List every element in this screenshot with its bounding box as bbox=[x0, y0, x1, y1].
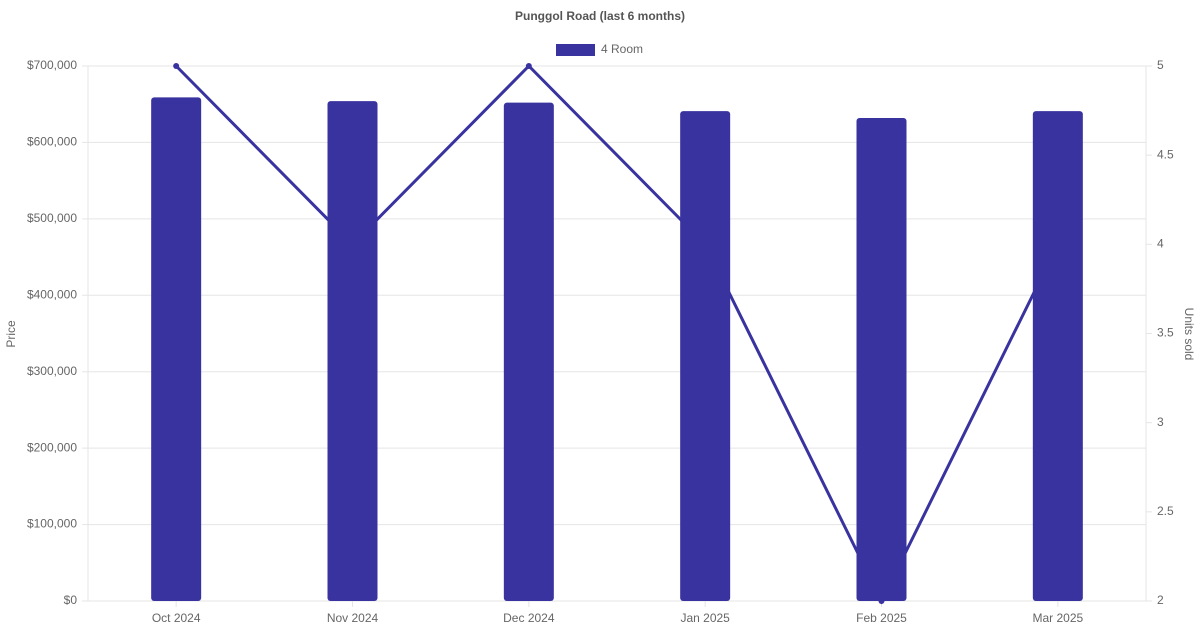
line-point bbox=[525, 63, 532, 69]
y-axis-label: Price bbox=[4, 320, 18, 348]
line-series bbox=[175, 63, 1060, 605]
line-point bbox=[173, 63, 180, 69]
y-tick-label: $400,000 bbox=[27, 287, 77, 301]
y2-tick-label: 4.5 bbox=[1157, 147, 1174, 161]
y-tick-label: $500,000 bbox=[27, 211, 77, 225]
x-tick-label: Oct 2024 bbox=[152, 611, 201, 625]
bar bbox=[503, 102, 554, 601]
y2-tick-label: 4 bbox=[1157, 237, 1164, 251]
bar bbox=[327, 101, 378, 602]
y2-tick-label: 3 bbox=[1157, 415, 1164, 429]
y2-tick-label: 2 bbox=[1157, 593, 1164, 607]
y2-axis-label: Units sold bbox=[1182, 308, 1196, 361]
x-tick-label: Dec 2024 bbox=[503, 611, 555, 625]
y-tick-label: $600,000 bbox=[27, 135, 77, 149]
y-tick-label: $300,000 bbox=[27, 364, 77, 378]
x-tick-label: Mar 2025 bbox=[1032, 611, 1083, 625]
bar bbox=[1032, 111, 1083, 601]
x-tick-label: Jan 2025 bbox=[680, 611, 730, 625]
x-tick-label: Nov 2024 bbox=[327, 611, 379, 625]
y2-tick-label: 3.5 bbox=[1157, 326, 1174, 340]
bar bbox=[856, 117, 907, 601]
y-tick-label: $0 bbox=[64, 593, 78, 607]
y2-tick-label: 2.5 bbox=[1157, 504, 1174, 518]
legend-swatch bbox=[556, 44, 595, 56]
legend-label: 4 Room bbox=[601, 42, 643, 56]
y-tick-label: $100,000 bbox=[27, 517, 77, 531]
y-tick-label: $700,000 bbox=[27, 58, 77, 72]
bar bbox=[680, 111, 731, 601]
chart-title: Punggol Road (last 6 months) bbox=[515, 9, 685, 23]
y2-tick-label: 5 bbox=[1157, 58, 1164, 72]
bar bbox=[151, 97, 202, 601]
x-tick-label: Feb 2025 bbox=[856, 611, 907, 625]
y-tick-label: $200,000 bbox=[27, 440, 77, 454]
